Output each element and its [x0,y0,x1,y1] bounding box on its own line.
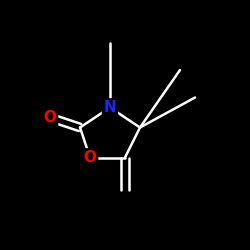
Text: O: O [44,110,57,125]
Text: O: O [84,150,96,165]
Text: N: N [104,100,117,115]
